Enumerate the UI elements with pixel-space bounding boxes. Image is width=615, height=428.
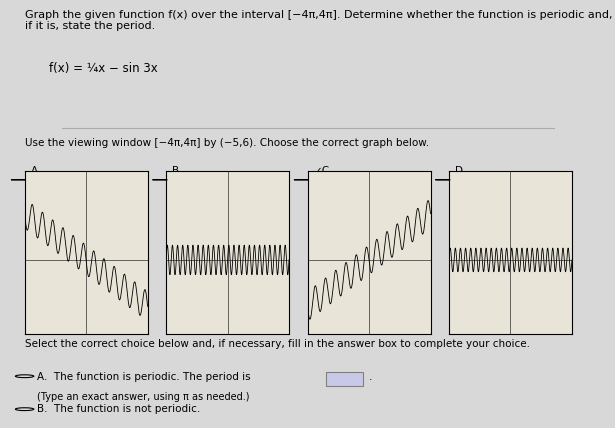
Text: B.: B. — [172, 166, 183, 176]
FancyBboxPatch shape — [326, 372, 363, 386]
Text: .: . — [369, 372, 372, 381]
Text: A.: A. — [31, 166, 41, 176]
Text: B.  The function is not periodic.: B. The function is not periodic. — [37, 404, 200, 414]
Text: D.: D. — [455, 166, 466, 176]
Text: (Type an exact answer, using π as needed.): (Type an exact answer, using π as needed… — [37, 392, 250, 402]
Text: f(x) = ¼x − sin 3x: f(x) = ¼x − sin 3x — [49, 62, 158, 75]
Text: Graph the given function f(x) over the interval [−4π,4π]. Determine whether the : Graph the given function f(x) over the i… — [25, 9, 612, 31]
Text: Select the correct choice below and, if necessary, fill in the answer box to com: Select the correct choice below and, if … — [25, 339, 530, 348]
Text: Use the viewing window [−4π,4π] by (−5,6). Choose the correct graph below.: Use the viewing window [−4π,4π] by (−5,6… — [25, 139, 429, 149]
Text: ✓C.: ✓C. — [314, 166, 333, 176]
Text: A.  The function is periodic. The period is: A. The function is periodic. The period … — [37, 372, 250, 381]
